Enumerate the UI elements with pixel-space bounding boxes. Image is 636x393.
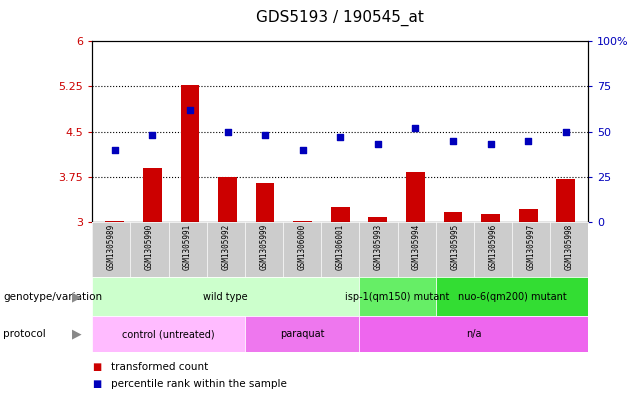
- Point: [335, 134, 345, 140]
- Text: isp-1(qm150) mutant: isp-1(qm150) mutant: [345, 292, 450, 302]
- Bar: [444, 212, 462, 222]
- Text: GDS5193 / 190545_at: GDS5193 / 190545_at: [256, 9, 424, 26]
- Point: [523, 138, 533, 144]
- Bar: [218, 177, 237, 222]
- Text: GSM1305993: GSM1305993: [374, 224, 383, 270]
- Bar: [331, 207, 350, 222]
- Text: GSM1305990: GSM1305990: [145, 224, 154, 270]
- Bar: [92, 316, 245, 352]
- Text: nuo-6(qm200) mutant: nuo-6(qm200) mutant: [458, 292, 566, 302]
- Text: GSM1305996: GSM1305996: [488, 224, 497, 270]
- Bar: [143, 168, 162, 222]
- Text: GSM1305989: GSM1305989: [107, 224, 116, 270]
- Text: ▶: ▶: [71, 327, 81, 341]
- Text: ■: ■: [92, 379, 102, 389]
- Text: GSM1306001: GSM1306001: [336, 224, 345, 270]
- Text: GSM1305997: GSM1305997: [527, 224, 536, 270]
- Bar: [359, 316, 588, 352]
- Point: [373, 141, 383, 147]
- Text: GSM1305995: GSM1305995: [450, 224, 459, 270]
- Text: genotype/variation: genotype/variation: [3, 292, 102, 302]
- Point: [410, 125, 420, 131]
- Bar: [293, 221, 312, 222]
- Point: [260, 132, 270, 138]
- Bar: [481, 214, 500, 222]
- Text: control (untreated): control (untreated): [122, 329, 215, 339]
- Bar: [359, 277, 436, 316]
- Bar: [256, 183, 275, 222]
- Text: GSM1305999: GSM1305999: [259, 224, 268, 270]
- Text: ■: ■: [92, 362, 102, 373]
- Bar: [245, 316, 359, 352]
- Text: GSM1305998: GSM1305998: [565, 224, 574, 270]
- Text: percentile rank within the sample: percentile rank within the sample: [111, 379, 287, 389]
- Point: [298, 147, 308, 153]
- Point: [223, 129, 233, 135]
- Text: wild type: wild type: [204, 292, 248, 302]
- Bar: [519, 209, 537, 222]
- Bar: [436, 277, 588, 316]
- Point: [185, 107, 195, 113]
- Text: GSM1305994: GSM1305994: [412, 224, 421, 270]
- Text: ▶: ▶: [71, 290, 81, 303]
- Bar: [92, 277, 359, 316]
- Bar: [106, 221, 124, 222]
- Point: [448, 138, 458, 144]
- Point: [561, 129, 571, 135]
- Point: [485, 141, 495, 147]
- Text: protocol: protocol: [3, 329, 46, 339]
- Text: n/a: n/a: [466, 329, 481, 339]
- Bar: [406, 172, 425, 222]
- Text: GSM1305991: GSM1305991: [183, 224, 192, 270]
- Point: [109, 147, 120, 153]
- Text: GSM1306000: GSM1306000: [298, 224, 307, 270]
- Bar: [556, 179, 575, 222]
- Point: [148, 132, 158, 138]
- Text: paraquat: paraquat: [280, 329, 324, 339]
- Text: transformed count: transformed count: [111, 362, 209, 373]
- Bar: [181, 85, 199, 222]
- Text: GSM1305992: GSM1305992: [221, 224, 230, 270]
- Bar: [368, 217, 387, 222]
